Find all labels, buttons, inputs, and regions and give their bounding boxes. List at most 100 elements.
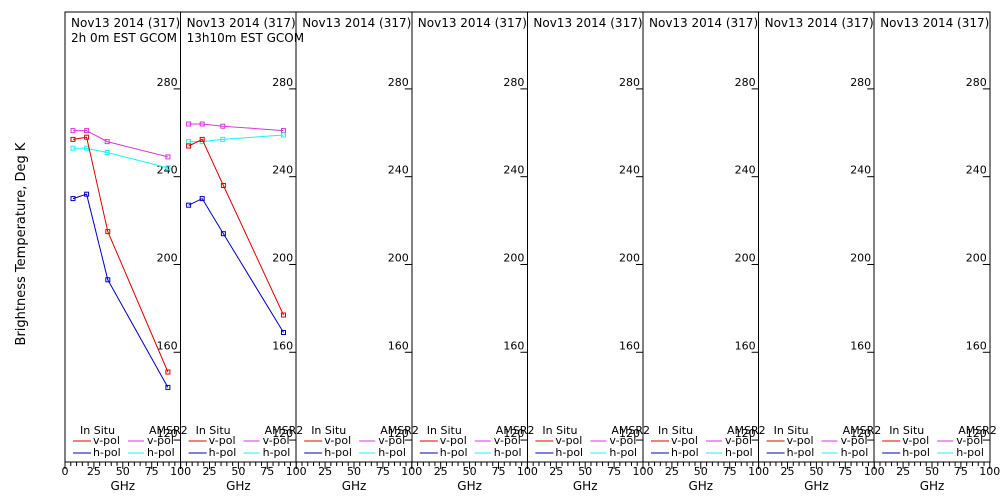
x-tick-label: 75 [145,465,159,478]
series-line-amsr2_h [188,134,284,143]
y-tick-label: 240 [966,164,987,177]
x-tick-label: 75 [838,465,852,478]
x-tick-label: 75 [492,465,506,478]
data-point-insitu_h [105,277,111,283]
y-tick-label: 120 [966,427,987,440]
data-point-insitu_v [281,312,286,318]
legend-amsr2-h-label: h-pol [609,446,637,459]
legend-insitu-header: In Situ [196,424,231,437]
y-tick-label: 160 [619,339,640,352]
legend-amsr2-v-label: v-pol [494,434,521,447]
y-tick-label: 280 [157,76,178,89]
x-tick-label: 100 [864,465,885,478]
panel-5: Nov13 2014 (317) 120 160 200 240 280 25 50 75 100… [526,11,654,493]
series-line-amsr2_v [188,123,284,132]
x-tick-label: 50 [347,465,361,478]
data-point-insitu_v [84,134,90,140]
x-tick-label: 100 [979,465,1000,478]
panel-8: Nov13 2014 (317) 120 160 200 240 280 25 50 75 100… [873,11,1000,493]
panel-title: Nov13 2014 (317) [765,16,874,30]
x-axis-label: GHz [688,479,713,493]
series-line-insitu_h [72,193,169,388]
legend-insitu-v-label: v-pol [902,434,929,447]
panel-title: Nov13 2014 (317) [71,16,180,30]
legend-insitu-header: In Situ [427,424,462,437]
x-axis-label: GHz [110,479,135,493]
legend-amsr2-v-label: v-pol [725,434,752,447]
series-line-insitu_v [188,138,284,316]
x-tick-label: 100 [517,465,538,478]
legend-insitu-v-label: v-pol [440,434,467,447]
data-point-amsr2_h [165,165,171,171]
y-tick-label: 240 [850,164,871,177]
y-tick-label: 240 [619,164,640,177]
y-tick-label: 200 [157,251,178,264]
x-axis-label: GHz [226,479,251,493]
legend-amsr2-header: AMSR2 [149,424,188,437]
x-tick-label: 25 [896,465,910,478]
legend-amsr2-h-label: h-pol [378,446,406,459]
legend-insitu-header: In Situ [774,424,809,437]
x-axis-label: GHz [457,479,482,493]
data-point-insitu_v [199,136,205,142]
x-tick-label: 50 [463,465,477,478]
panel-subtitle: 13h10m EST GCOM [187,31,304,45]
data-point-amsr2_v [84,128,90,134]
y-axis-label: Brightness Temperature, Deg K [14,142,29,345]
panel-subtitle: 2h 0m EST GCOM [71,31,177,45]
y-tick-label: 280 [850,76,871,89]
data-point-amsr2_h [281,132,286,138]
x-axis-label: GHz [804,479,829,493]
legend-insitu-h-label: h-pol [671,446,699,459]
y-tick-label: 160 [272,339,293,352]
y-tick-label: 200 [966,251,987,264]
panel-3: Nov13 2014 (317) 120 160 200 240 280 25 50 75 100… [295,11,422,493]
panels-group: Nov13 2014 (317)2h 0m EST GCOM1201602002… [62,11,1000,493]
panel-title: Nov13 2014 (317) [880,16,989,30]
data-point-amsr2_v [70,128,76,134]
legend-insitu-header: In Situ [542,424,577,437]
y-tick-label: 160 [388,339,409,352]
panel-title: Nov13 2014 (317) [187,16,296,30]
x-tick-label: 0 [62,465,69,478]
x-tick-label: 25 [87,465,101,478]
legend-insitu-h-label: h-pol [324,446,352,459]
data-point-insitu_h [199,196,205,202]
x-tick-label: 50 [578,465,592,478]
data-point-insitu_h [165,384,171,390]
x-tick-label: 25 [781,465,795,478]
legend-amsr2-h-label: h-pol [494,446,522,459]
data-point-insitu_h [186,202,192,208]
data-point-insitu_h [220,231,226,237]
x-tick-label: 75 [723,465,737,478]
legend-insitu-h-label: h-pol [555,446,583,459]
series-line-insitu_h [188,197,284,333]
x-tick-label: 25 [318,465,332,478]
x-tick-label: 50 [694,465,708,478]
y-tick-label: 120 [735,427,756,440]
data-point-amsr2_v [186,121,192,127]
legend-insitu-h-label: h-pol [209,446,237,459]
x-axis-label: GHz [573,479,598,493]
legend-insitu-v-label: v-pol [209,434,236,447]
panel-title: Nov13 2014 (317) [649,16,758,30]
legend-amsr2-v-label: v-pol [263,434,290,447]
data-point-insitu_v [105,229,111,235]
y-tick-label: 240 [388,164,409,177]
x-tick-label: 25 [203,465,217,478]
y-tick-label: 280 [272,76,293,89]
legend-amsr2-h-label: h-pol [956,446,984,459]
legend-amsr2-header: AMSR2 [727,424,766,437]
legend-amsr2-header: AMSR2 [496,424,535,437]
y-tick-label: 280 [388,76,409,89]
panel-title: Nov13 2014 (317) [533,16,642,30]
legend-insitu-v-label: v-pol [324,434,351,447]
x-axis-label: GHz [920,479,945,493]
series-line-amsr2_v [73,130,169,158]
legend-insitu-header: In Situ [80,424,115,437]
x-tick-label: 50 [925,465,939,478]
panel-6: Nov13 2014 (317) 120 160 200 240 280 25 50 75 100… [642,11,769,493]
x-tick-label: 75 [607,465,621,478]
y-tick-label: 200 [272,251,293,264]
